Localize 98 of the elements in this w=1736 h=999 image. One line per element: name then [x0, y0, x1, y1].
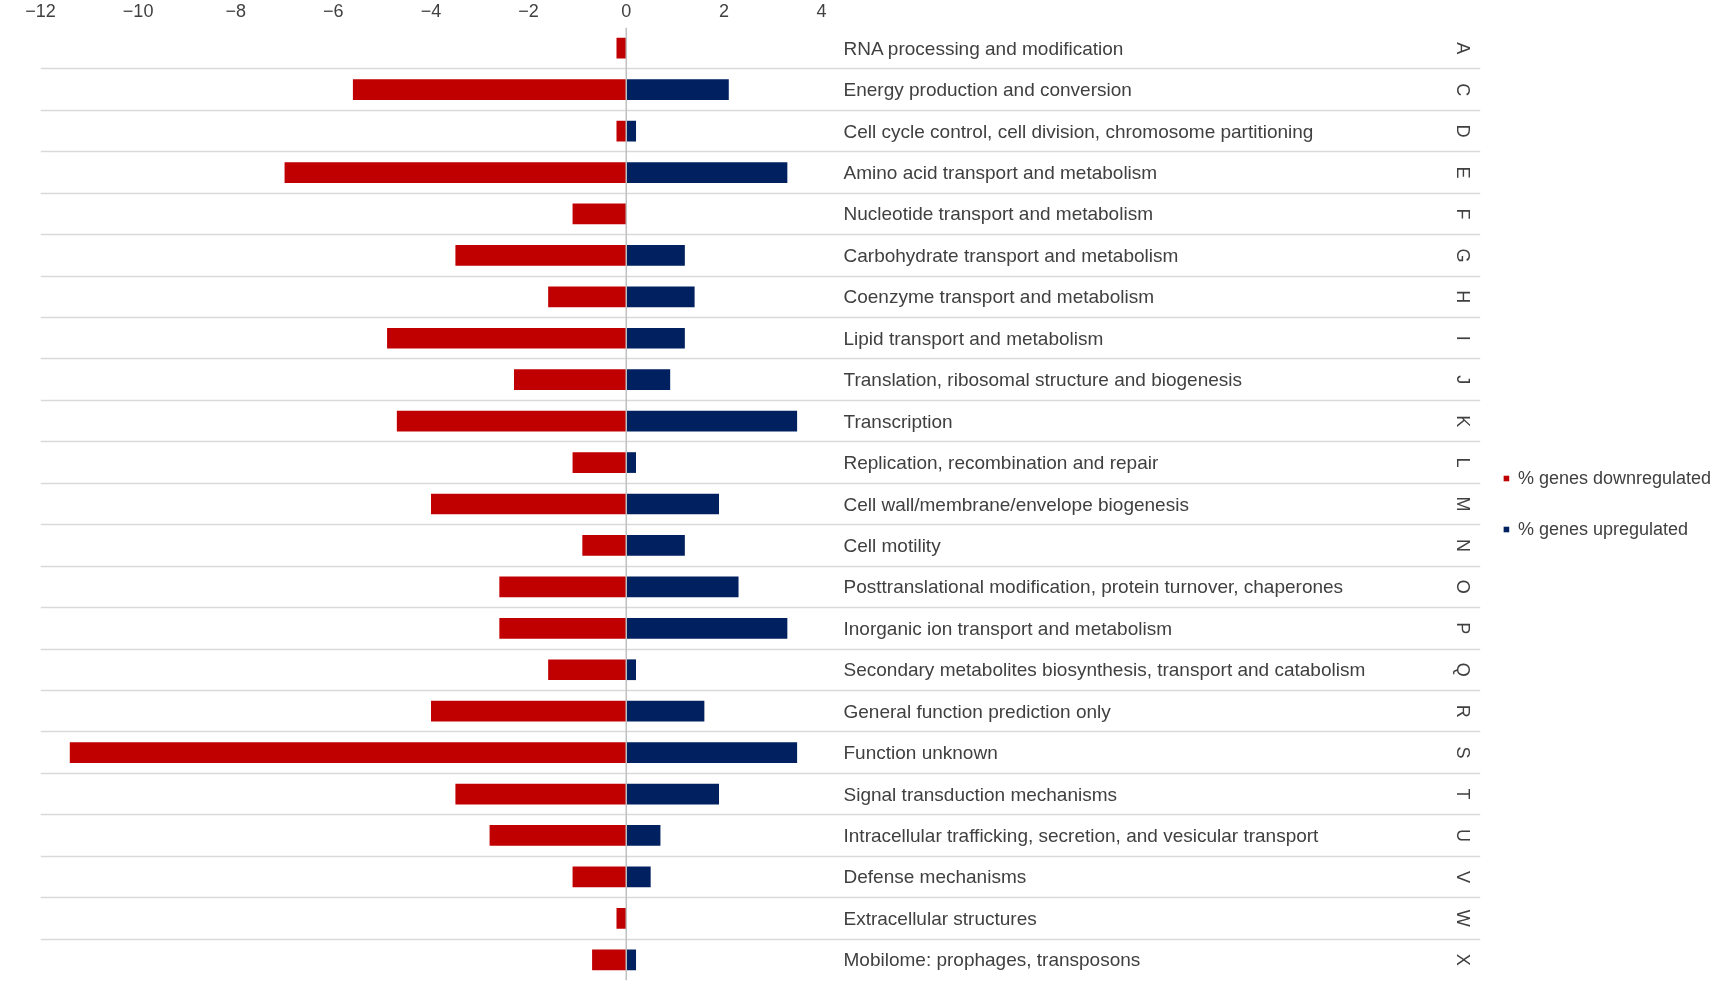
bar	[387, 327, 627, 349]
annotation: W	[1452, 909, 1473, 927]
annotation: H	[1452, 290, 1473, 304]
bar	[455, 783, 627, 805]
y-tick-label: Replication, recombination and repair	[843, 452, 1159, 474]
y-tick-label: Carbohydrate transport and metabolism	[843, 244, 1179, 266]
y-tick-label: Intracellular trafficking, secretion, and vesicular transport	[843, 824, 1320, 846]
annotation: C	[1452, 83, 1473, 97]
y-tick-label: Coenzyme transport and metabolism	[843, 286, 1154, 308]
annotation: Q	[1452, 662, 1473, 677]
annotation: T	[1452, 788, 1473, 800]
bar	[69, 742, 627, 763]
annotation: D	[1452, 124, 1473, 138]
bar	[626, 452, 637, 473]
bar	[548, 286, 627, 308]
annotation: J	[1452, 375, 1473, 385]
y-tick-label: Amino acid transport and metabolism	[843, 162, 1158, 184]
bar	[592, 949, 627, 971]
y-tick-label: Mobilome: prophages, transposons	[843, 949, 1141, 971]
y-tick-label: Function unknown	[843, 742, 998, 764]
bar	[626, 659, 637, 681]
y-tick-label: Inorganic ion transport and metabolism	[843, 617, 1172, 639]
annotation: O	[1452, 579, 1473, 594]
bar	[572, 203, 627, 225]
y-tick-label: Energy production and conversion	[843, 79, 1132, 101]
annotation: R	[1452, 704, 1473, 718]
bar	[548, 659, 627, 681]
bar	[616, 37, 627, 59]
bar	[616, 907, 627, 929]
annotation: V	[1452, 870, 1473, 883]
annotation: X	[1452, 953, 1473, 966]
bar	[626, 949, 637, 971]
bar	[626, 783, 720, 805]
annotation: U	[1452, 828, 1473, 842]
x-tick-label: −2	[518, 0, 539, 21]
y-tick-label: Nucleotide transport and metabolism	[843, 203, 1153, 225]
y-tick-label: Lipid transport and metabolism	[843, 327, 1104, 349]
y-tick-label: Cell cycle control, cell division, chromosome partitioning	[843, 120, 1314, 142]
bar	[499, 576, 627, 598]
y-tick-label: RNA processing and modification	[843, 37, 1124, 59]
y-tick-label: Signal transduction mechanisms	[843, 783, 1118, 805]
bar	[582, 535, 627, 556]
bar	[626, 535, 685, 556]
annotation: I	[1452, 335, 1473, 341]
x-tick-label: −8	[225, 0, 247, 21]
bar	[455, 245, 627, 266]
x-tick-label: 4	[816, 0, 827, 21]
y-tick-label: Defense mechanisms	[843, 866, 1027, 888]
annotation: N	[1452, 538, 1473, 552]
x-tick-label: −6	[323, 0, 344, 21]
y-tick-label: Posttranslational modification, protein turnover, chaperones	[843, 576, 1344, 598]
bar	[352, 79, 627, 101]
y-tick-label: Translation, ribosomal structure and biogenesis	[843, 369, 1243, 391]
bar	[499, 617, 627, 639]
annotation: K	[1452, 415, 1473, 428]
y-tick-label: Transcription	[843, 410, 953, 432]
legend-label: % genes downregulated	[1517, 467, 1712, 489]
y-tick-label: Cell motility	[843, 534, 942, 556]
annotation: G	[1452, 248, 1473, 263]
bar	[626, 825, 661, 846]
bar	[396, 410, 627, 432]
x-tick-label: −4	[420, 0, 442, 21]
x-tick-label: −10	[122, 0, 154, 21]
annotation: S	[1452, 746, 1473, 759]
x-tick-label: 0	[621, 0, 632, 21]
bar	[626, 742, 798, 763]
bar	[626, 576, 739, 598]
annotation: M	[1452, 496, 1473, 512]
annotation: P	[1452, 622, 1473, 635]
bar	[626, 493, 720, 515]
bar	[626, 617, 788, 639]
bar	[626, 369, 671, 391]
y-tick-label: Extracellular structures	[843, 907, 1037, 929]
x-tick-label: 2	[718, 0, 729, 21]
y-tick-label: Secondary metabolites biosynthesis, transport and catabolism	[843, 659, 1366, 681]
bar	[513, 369, 627, 391]
bar	[431, 700, 627, 722]
bar	[626, 162, 788, 183]
bar	[489, 825, 627, 846]
annotation: L	[1452, 457, 1473, 468]
bar	[572, 866, 627, 888]
bar	[626, 410, 798, 432]
x-tick-label: −12	[25, 0, 56, 21]
y-tick-label: General function prediction only	[843, 700, 1112, 722]
annotation: F	[1452, 208, 1473, 220]
bar	[626, 79, 729, 101]
bar	[626, 866, 651, 888]
bar	[284, 162, 627, 183]
bar	[626, 245, 685, 266]
bar	[626, 700, 705, 722]
bar	[626, 327, 685, 349]
bar	[626, 286, 695, 308]
legend-label: % genes upregulated	[1517, 518, 1689, 540]
annotation: E	[1452, 166, 1473, 179]
y-tick-label: Cell wall/membrane/envelope biogenesis	[843, 493, 1189, 515]
annotation: A	[1452, 42, 1473, 55]
bar	[572, 452, 627, 473]
bar	[431, 493, 627, 515]
